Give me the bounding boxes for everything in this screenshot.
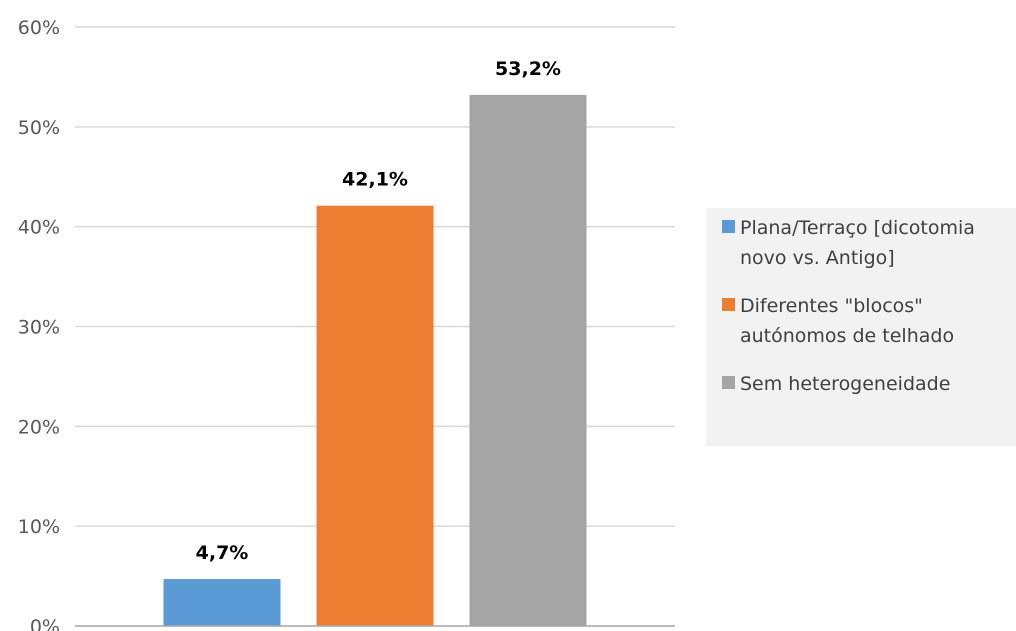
y-tick-label: 20% [18,416,60,438]
legend: Plana/Terraço [dicotomia novo vs. Antigo]… [706,208,1016,446]
y-tick-label: 30% [18,317,60,339]
legend-swatch [722,220,735,233]
legend-label: Diferentes "blocos" [740,295,923,317]
data-labels: 4,7% 42,1% 53,2% [196,58,561,564]
data-label: 4,7% [196,542,249,564]
y-tick-label: 40% [18,217,60,239]
legend-label: Plana/Terraço [dicotomia [740,217,975,239]
bar [163,579,281,626]
legend-background [706,208,1016,446]
data-label: 53,2% [495,58,561,80]
legend-label: Sem heterogeneidade [740,373,950,395]
y-tick-label: 10% [18,516,60,538]
y-tick-label: 0% [30,616,60,631]
legend-label: autónomos de telhado [740,325,954,347]
legend-swatch [722,298,735,311]
legend-swatch [722,376,735,389]
data-label: 42,1% [342,169,408,191]
legend-label: novo vs. Antigo] [740,247,895,269]
bar [316,205,434,626]
y-tick-label: 60% [18,17,60,39]
legend-entries: Plana/Terraço [dicotomia novo vs. Antigo]… [722,217,975,395]
bar [469,94,587,627]
y-tick-label: 50% [18,117,60,139]
bars [163,94,587,627]
y-axis-tick-labels: 0% 10% 20% 30% 40% 50% 60% [18,17,60,631]
